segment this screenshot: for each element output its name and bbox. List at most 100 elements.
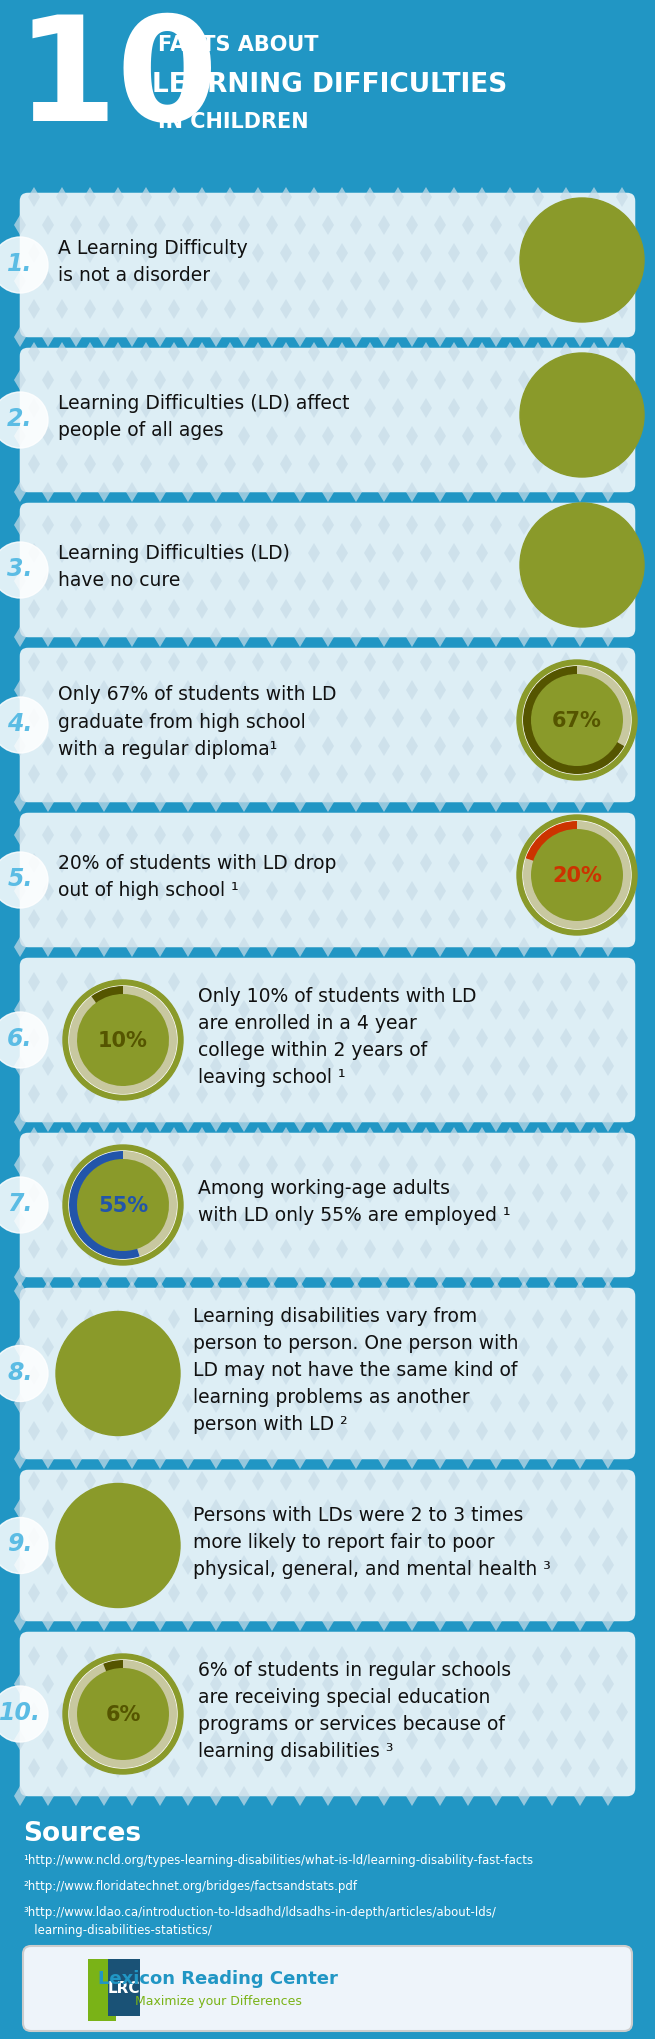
Text: 2.: 2. xyxy=(7,408,33,430)
Polygon shape xyxy=(546,1338,558,1358)
Polygon shape xyxy=(434,1001,446,1020)
Polygon shape xyxy=(350,216,362,237)
Polygon shape xyxy=(266,1499,278,1519)
Polygon shape xyxy=(56,854,68,873)
Circle shape xyxy=(0,394,48,449)
Polygon shape xyxy=(476,1703,488,1723)
Wedge shape xyxy=(91,987,123,1003)
Polygon shape xyxy=(532,455,544,475)
Polygon shape xyxy=(434,371,446,391)
Polygon shape xyxy=(532,1183,544,1203)
Polygon shape xyxy=(126,1113,138,1132)
Polygon shape xyxy=(434,571,446,591)
Polygon shape xyxy=(434,1556,446,1576)
Polygon shape xyxy=(378,516,390,536)
Polygon shape xyxy=(490,1674,502,1694)
Polygon shape xyxy=(476,854,488,873)
Polygon shape xyxy=(98,1674,110,1694)
Polygon shape xyxy=(392,973,404,993)
Polygon shape xyxy=(364,1183,376,1203)
Polygon shape xyxy=(56,400,68,418)
Polygon shape xyxy=(280,1309,292,1329)
Polygon shape xyxy=(546,1674,558,1694)
Polygon shape xyxy=(378,881,390,901)
Polygon shape xyxy=(532,1758,544,1778)
Polygon shape xyxy=(434,1674,446,1694)
Polygon shape xyxy=(28,1240,40,1260)
Polygon shape xyxy=(98,328,110,349)
Polygon shape xyxy=(42,271,54,292)
Polygon shape xyxy=(532,1582,544,1603)
Polygon shape xyxy=(518,1556,530,1576)
Polygon shape xyxy=(574,426,586,447)
Polygon shape xyxy=(574,793,586,814)
Polygon shape xyxy=(350,1056,362,1077)
Polygon shape xyxy=(168,854,180,873)
Polygon shape xyxy=(518,571,530,591)
Polygon shape xyxy=(42,1338,54,1358)
Polygon shape xyxy=(364,909,376,930)
Polygon shape xyxy=(42,1556,54,1576)
Polygon shape xyxy=(238,793,250,814)
Polygon shape xyxy=(364,854,376,873)
Polygon shape xyxy=(154,1731,166,1749)
Polygon shape xyxy=(378,1056,390,1077)
Polygon shape xyxy=(28,343,40,363)
Polygon shape xyxy=(126,483,138,504)
Polygon shape xyxy=(448,1240,460,1260)
FancyBboxPatch shape xyxy=(18,1631,637,1798)
Polygon shape xyxy=(420,765,432,785)
Polygon shape xyxy=(238,1393,250,1413)
Polygon shape xyxy=(336,1527,348,1548)
Circle shape xyxy=(77,1668,169,1760)
Polygon shape xyxy=(434,938,446,958)
Polygon shape xyxy=(112,599,124,620)
Polygon shape xyxy=(392,1527,404,1548)
Wedge shape xyxy=(523,667,624,775)
Polygon shape xyxy=(280,188,292,208)
Polygon shape xyxy=(98,516,110,536)
Polygon shape xyxy=(574,1001,586,1020)
Polygon shape xyxy=(322,793,334,814)
Polygon shape xyxy=(42,1731,54,1749)
Polygon shape xyxy=(112,765,124,785)
Polygon shape xyxy=(140,400,152,418)
Polygon shape xyxy=(476,909,488,930)
Polygon shape xyxy=(364,400,376,418)
Polygon shape xyxy=(28,1309,40,1329)
Polygon shape xyxy=(532,854,544,873)
Polygon shape xyxy=(378,328,390,349)
Polygon shape xyxy=(84,1128,96,1148)
Polygon shape xyxy=(574,1450,586,1470)
Wedge shape xyxy=(69,1660,177,1768)
Polygon shape xyxy=(308,300,320,320)
Polygon shape xyxy=(126,1499,138,1519)
Polygon shape xyxy=(70,328,82,349)
Polygon shape xyxy=(182,681,194,701)
Polygon shape xyxy=(476,973,488,993)
Polygon shape xyxy=(98,881,110,901)
Polygon shape xyxy=(126,1280,138,1301)
Polygon shape xyxy=(126,1786,138,1807)
Polygon shape xyxy=(406,371,418,391)
Polygon shape xyxy=(490,1268,502,1287)
Polygon shape xyxy=(140,455,152,475)
Polygon shape xyxy=(126,1056,138,1077)
Polygon shape xyxy=(210,938,222,958)
Polygon shape xyxy=(280,400,292,418)
Polygon shape xyxy=(336,909,348,930)
Polygon shape xyxy=(490,1113,502,1132)
Polygon shape xyxy=(280,1472,292,1491)
Polygon shape xyxy=(154,426,166,447)
Polygon shape xyxy=(224,188,236,208)
Polygon shape xyxy=(112,1240,124,1260)
Polygon shape xyxy=(406,1556,418,1576)
Polygon shape xyxy=(308,710,320,728)
Text: Persons with LDs were 2 to 3 times
more likely to report fair to poor
physical, : Persons with LDs were 2 to 3 times more … xyxy=(193,1505,551,1578)
Polygon shape xyxy=(406,516,418,536)
Polygon shape xyxy=(546,271,558,292)
Text: 4.: 4. xyxy=(7,712,33,736)
Text: Lexicon Reading Center: Lexicon Reading Center xyxy=(98,1970,338,1988)
Polygon shape xyxy=(476,765,488,785)
Polygon shape xyxy=(364,455,376,475)
